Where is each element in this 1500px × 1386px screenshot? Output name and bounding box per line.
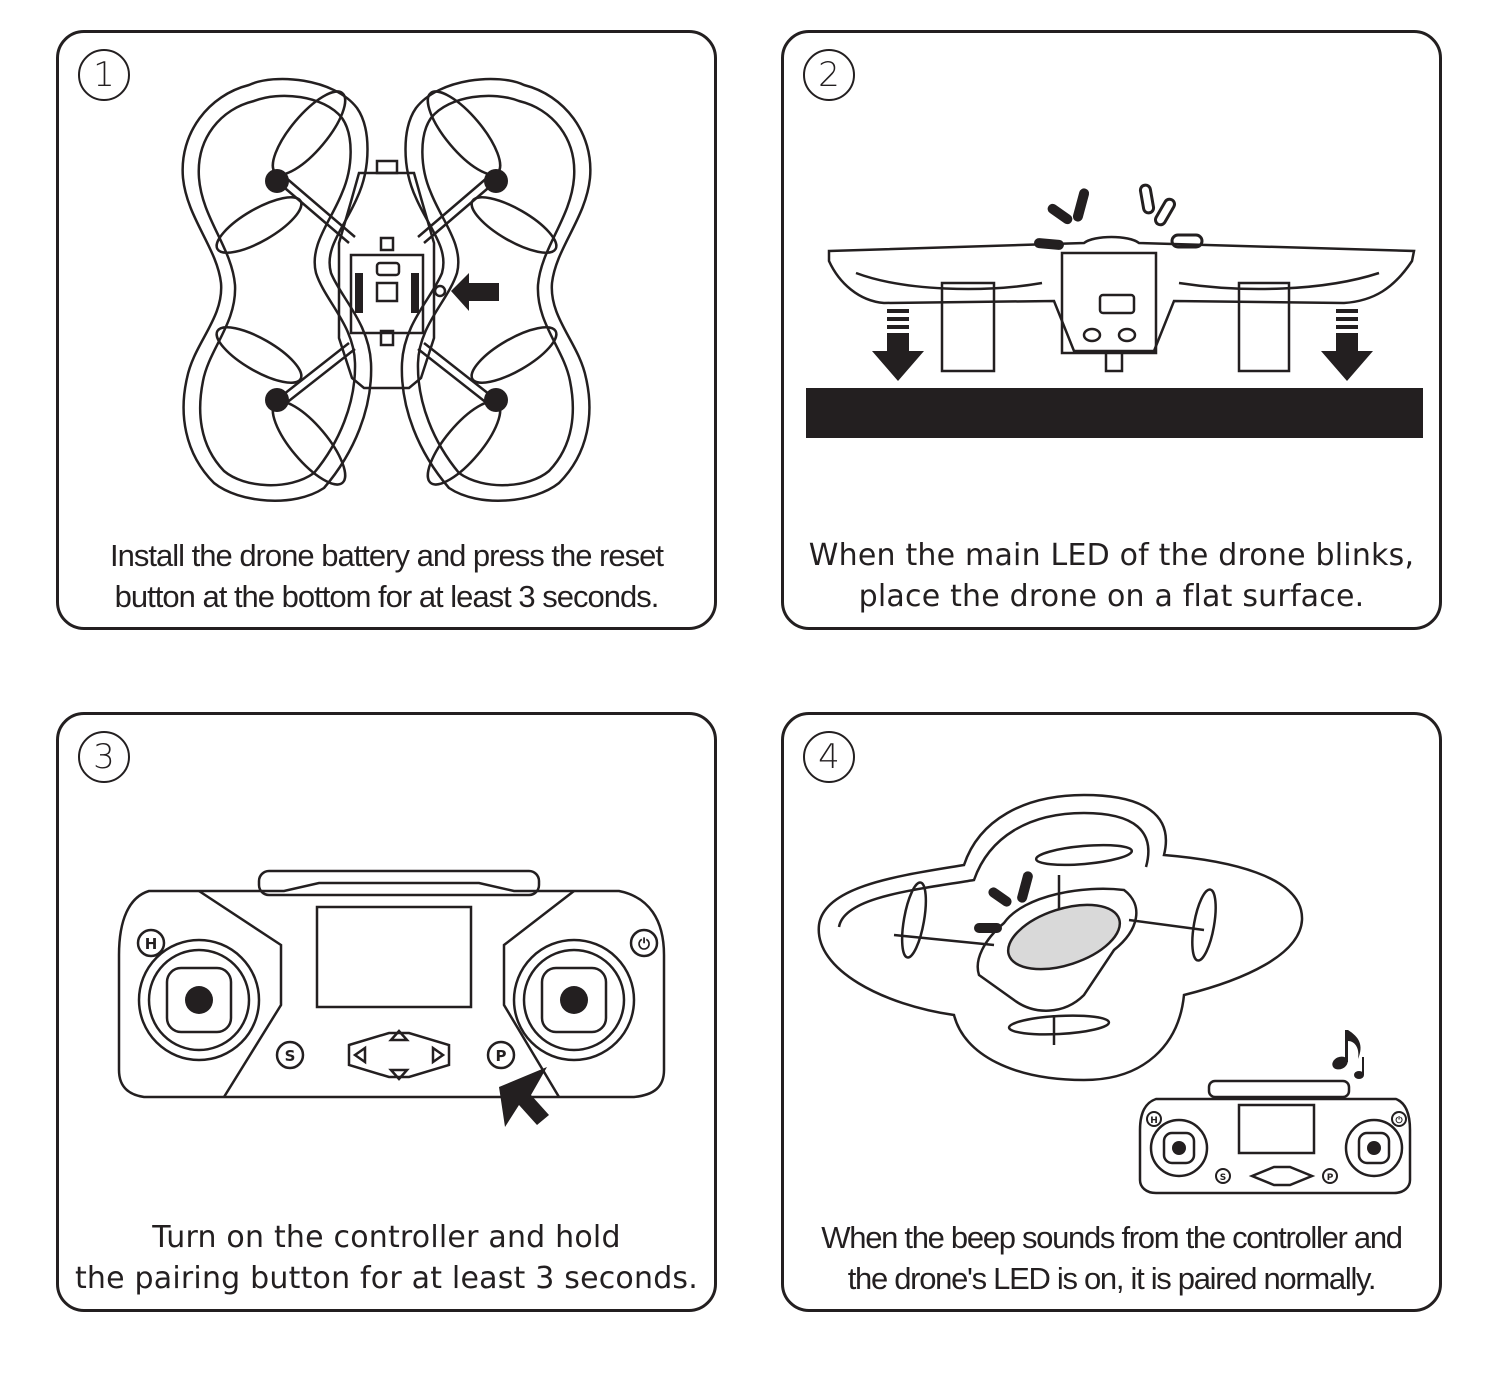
step-3-panel: 3 xyxy=(56,712,717,1312)
drone-front-view xyxy=(827,235,1416,353)
power-button xyxy=(629,928,659,958)
step-3-caption: Turn on the controller and hold the pair… xyxy=(74,1220,699,1296)
flat-surface xyxy=(806,388,1423,438)
svg-text:P: P xyxy=(1327,1173,1334,1183)
small-speed-button xyxy=(1215,1168,1231,1184)
small-controller-body xyxy=(1138,1097,1412,1195)
drone-landing-illustration xyxy=(806,183,1423,438)
drone-prop-guard xyxy=(817,793,1304,1082)
step-number-4: 4 xyxy=(803,731,855,783)
step-4-caption: When the beep sounds from the controller… xyxy=(821,1220,1403,1296)
down-arrow-left xyxy=(872,333,924,381)
drone-body xyxy=(337,171,436,390)
pair-button-arrow xyxy=(499,1067,549,1127)
pair-button-label: P xyxy=(496,1047,507,1065)
speed-button xyxy=(275,1040,305,1070)
svg-text:⏻: ⏻ xyxy=(1395,1115,1403,1126)
left-prop-guard xyxy=(181,77,373,502)
drone-led-lit xyxy=(1006,903,1122,971)
home-button-label: H xyxy=(145,935,158,953)
svg-text:H: H xyxy=(1150,1116,1158,1126)
small-pair-button xyxy=(1322,1168,1338,1184)
drone-bottom-view-illustration xyxy=(181,77,592,502)
step-2-caption: When the main LED of the drone blinks, p… xyxy=(808,538,1415,614)
down-arrow-right xyxy=(1321,333,1373,381)
step-1-caption: Install the drone battery and press the … xyxy=(110,538,664,614)
paired-drone-illustration: H ⏻ S P xyxy=(817,793,1412,1195)
music-note-icon xyxy=(1332,1030,1364,1079)
speed-button-label: S xyxy=(285,1047,296,1065)
reset-button-arrow xyxy=(451,273,499,311)
step-number-3: 3 xyxy=(78,731,130,783)
step-1-panel: 1 xyxy=(56,30,717,630)
right-prop-guard xyxy=(400,77,592,502)
step-2-panel: 2 xyxy=(781,30,1442,630)
power-button-label: ⏻ xyxy=(638,935,650,953)
small-power-button xyxy=(1391,1111,1407,1127)
step-number-2: 2 xyxy=(803,49,855,101)
controller-screen xyxy=(315,905,473,1009)
small-home-button xyxy=(1146,1111,1162,1127)
svg-text:S: S xyxy=(1220,1173,1226,1183)
controller-antenna xyxy=(257,869,541,897)
step-number-1: 1 xyxy=(78,49,130,101)
controller-illustration: H ⏻ S P xyxy=(117,869,666,1127)
controller-body xyxy=(117,881,666,1099)
pair-button xyxy=(486,1040,516,1070)
step-4-panel: 4 xyxy=(781,712,1442,1312)
home-button xyxy=(136,928,166,958)
reset-button xyxy=(433,284,447,298)
